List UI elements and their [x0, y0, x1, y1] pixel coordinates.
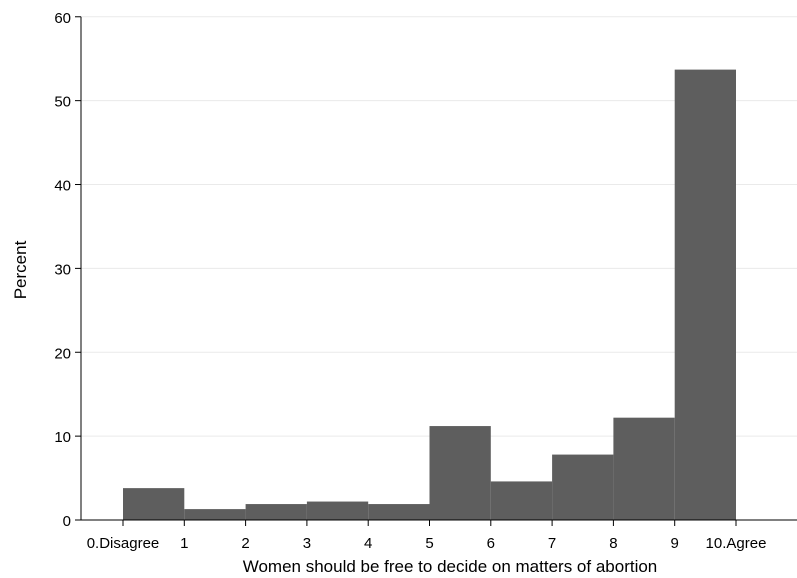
y-tick-label: 0	[63, 513, 71, 530]
x-tick-label: 2	[241, 535, 249, 552]
bars	[123, 69, 736, 520]
x-tick-label: 9	[671, 535, 679, 552]
y-tick-label: 10	[54, 429, 71, 446]
x-ticks: 0.Disagree 1 2 3 4 5 6 7 8 9 10.Agree	[87, 520, 767, 552]
x-tick-label: 1	[180, 535, 188, 552]
histogram-bar	[123, 488, 185, 520]
histogram-bar	[674, 69, 736, 520]
x-tick-label: 6	[487, 535, 495, 552]
x-tick-label: 7	[548, 535, 556, 552]
y-ticks: 0 10 20 30 40 50 60	[54, 10, 81, 530]
histogram-bar	[490, 481, 553, 520]
x-axis-title: Women should be free to decide on matter…	[243, 557, 658, 576]
y-tick-label: 30	[54, 261, 71, 278]
histogram-bar	[429, 426, 491, 520]
histogram-bar	[184, 509, 246, 520]
x-tick-label: 3	[303, 535, 311, 552]
y-tick-label: 40	[54, 178, 71, 195]
histogram-bar	[552, 454, 614, 520]
y-tick-label: 60	[54, 10, 71, 27]
x-tick-label: 8	[609, 535, 617, 552]
x-tick-label: 4	[364, 535, 372, 552]
x-tick-label: 0.Disagree	[87, 535, 160, 552]
y-tick-label: 50	[54, 94, 71, 111]
x-tick-label: 5	[425, 535, 433, 552]
x-tick-label: 10.Agree	[706, 535, 767, 552]
y-tick-label: 20	[54, 345, 71, 362]
histogram-bar	[306, 501, 369, 520]
histogram-bar	[613, 417, 675, 520]
histogram-bar	[245, 504, 307, 520]
y-axis-title: Percent	[11, 240, 30, 299]
histogram-bar	[368, 504, 430, 520]
